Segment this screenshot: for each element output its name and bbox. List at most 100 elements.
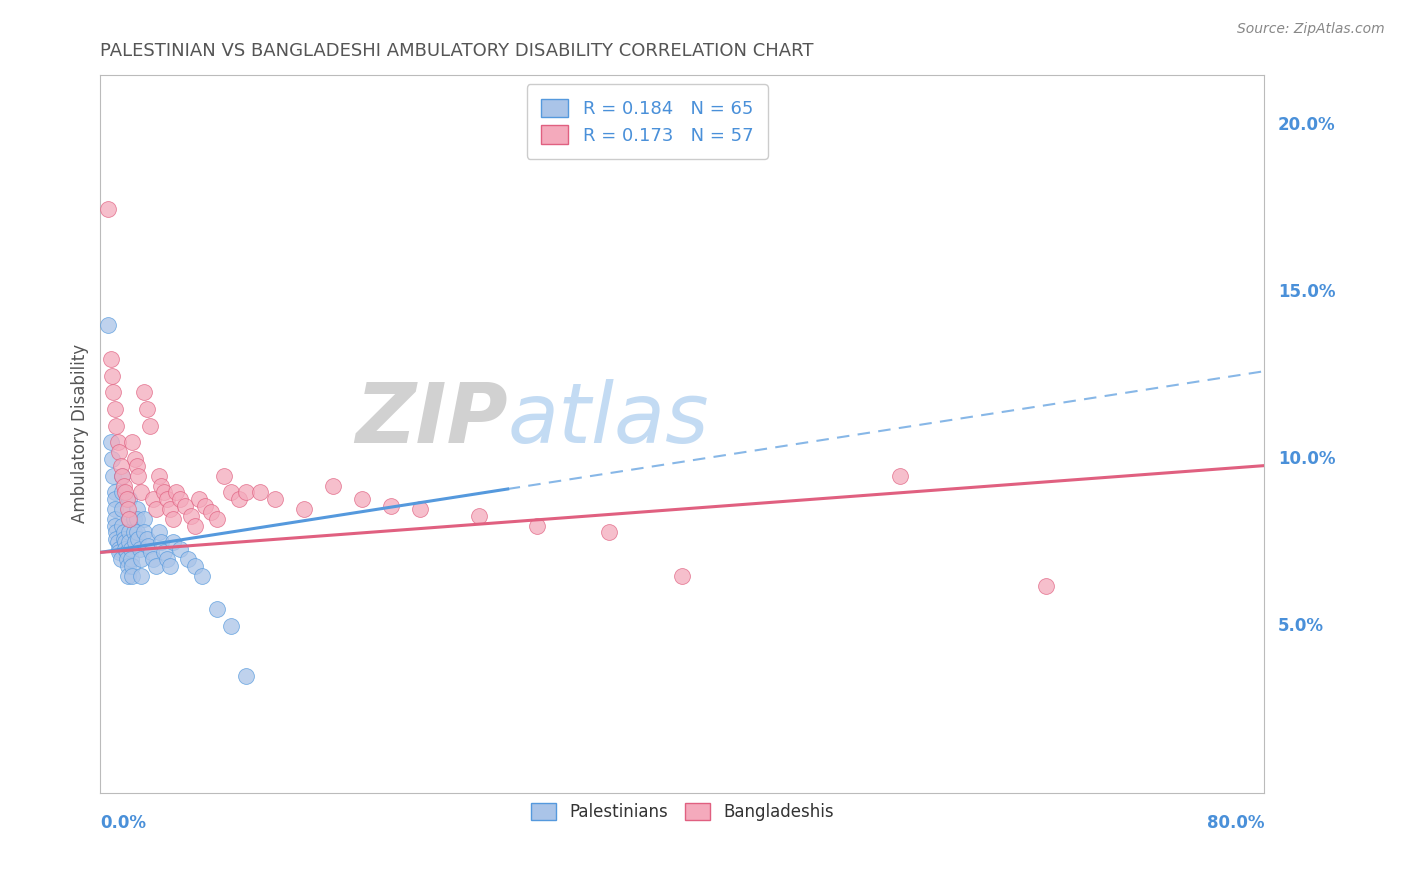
Point bbox=[103, 385, 125, 400]
Point bbox=[129, 552, 152, 566]
Point bbox=[118, 525, 141, 540]
Point bbox=[322, 478, 344, 492]
Point bbox=[97, 318, 120, 333]
Point bbox=[101, 452, 124, 467]
Point bbox=[264, 491, 287, 506]
Point bbox=[1035, 579, 1057, 593]
Point bbox=[121, 435, 143, 450]
Text: PALESTINIAN VS BANGLADESHI AMBULATORY DISABILITY CORRELATION CHART: PALESTINIAN VS BANGLADESHI AMBULATORY DI… bbox=[100, 42, 814, 60]
Point bbox=[124, 452, 146, 467]
Point bbox=[141, 545, 163, 559]
Point bbox=[129, 568, 152, 582]
Point bbox=[184, 558, 207, 573]
Point bbox=[122, 512, 145, 526]
Point bbox=[188, 491, 211, 506]
Point bbox=[115, 491, 138, 506]
Point bbox=[148, 468, 170, 483]
Point bbox=[153, 545, 176, 559]
Point bbox=[292, 502, 315, 516]
Point bbox=[156, 491, 179, 506]
Point bbox=[115, 545, 138, 559]
Point bbox=[104, 518, 127, 533]
Point bbox=[409, 502, 432, 516]
Text: 5.0%: 5.0% bbox=[1278, 616, 1324, 635]
Point bbox=[159, 558, 181, 573]
Point bbox=[112, 478, 135, 492]
Point bbox=[104, 502, 127, 516]
Point bbox=[124, 535, 146, 549]
Point bbox=[114, 485, 136, 500]
Point bbox=[671, 568, 693, 582]
Point bbox=[150, 535, 173, 549]
Point bbox=[127, 532, 149, 546]
Point bbox=[127, 468, 149, 483]
Point bbox=[191, 568, 214, 582]
Point bbox=[132, 385, 155, 400]
Point bbox=[108, 445, 131, 459]
Point bbox=[169, 542, 191, 557]
Point bbox=[118, 512, 141, 526]
Point bbox=[112, 525, 135, 540]
Point bbox=[110, 552, 132, 566]
Point bbox=[180, 508, 202, 523]
Point bbox=[120, 542, 142, 557]
Point bbox=[145, 558, 167, 573]
Point bbox=[165, 485, 187, 500]
Point bbox=[105, 418, 128, 433]
Text: ZIP: ZIP bbox=[356, 379, 508, 460]
Point bbox=[125, 512, 148, 526]
Point bbox=[150, 478, 173, 492]
Point bbox=[125, 458, 148, 473]
Point bbox=[205, 512, 228, 526]
Point bbox=[176, 552, 198, 566]
Point bbox=[139, 418, 162, 433]
Point bbox=[132, 525, 155, 540]
Point bbox=[128, 542, 150, 557]
Point bbox=[142, 552, 165, 566]
Point bbox=[108, 545, 131, 559]
Point bbox=[228, 491, 250, 506]
Point bbox=[104, 512, 127, 526]
Point bbox=[118, 535, 141, 549]
Text: 20.0%: 20.0% bbox=[1278, 116, 1336, 135]
Point bbox=[138, 539, 160, 553]
Text: 80.0%: 80.0% bbox=[1206, 814, 1264, 832]
Point bbox=[120, 552, 142, 566]
Point bbox=[352, 491, 374, 506]
Point bbox=[111, 468, 134, 483]
Point bbox=[159, 502, 181, 516]
Point bbox=[97, 202, 120, 216]
Point bbox=[380, 499, 402, 513]
Point bbox=[105, 525, 128, 540]
Point bbox=[117, 558, 139, 573]
Point bbox=[103, 468, 125, 483]
Point bbox=[219, 619, 242, 633]
Point bbox=[111, 502, 134, 516]
Point bbox=[889, 468, 911, 483]
Point bbox=[148, 525, 170, 540]
Point bbox=[169, 491, 191, 506]
Point bbox=[212, 468, 235, 483]
Text: 15.0%: 15.0% bbox=[1278, 283, 1336, 301]
Point bbox=[153, 485, 176, 500]
Point bbox=[249, 485, 271, 500]
Point bbox=[129, 485, 152, 500]
Text: atlas: atlas bbox=[508, 379, 709, 460]
Point bbox=[101, 368, 124, 383]
Point bbox=[104, 485, 127, 500]
Point bbox=[205, 602, 228, 616]
Point bbox=[132, 512, 155, 526]
Point bbox=[107, 435, 129, 450]
Point bbox=[100, 435, 122, 450]
Point bbox=[142, 491, 165, 506]
Point bbox=[121, 568, 143, 582]
Point bbox=[114, 542, 136, 557]
Point bbox=[235, 669, 257, 683]
Point bbox=[111, 518, 134, 533]
Point bbox=[145, 502, 167, 516]
Point bbox=[184, 518, 207, 533]
Point bbox=[100, 351, 122, 366]
Point bbox=[104, 401, 127, 416]
Point bbox=[105, 532, 128, 546]
Point bbox=[117, 568, 139, 582]
